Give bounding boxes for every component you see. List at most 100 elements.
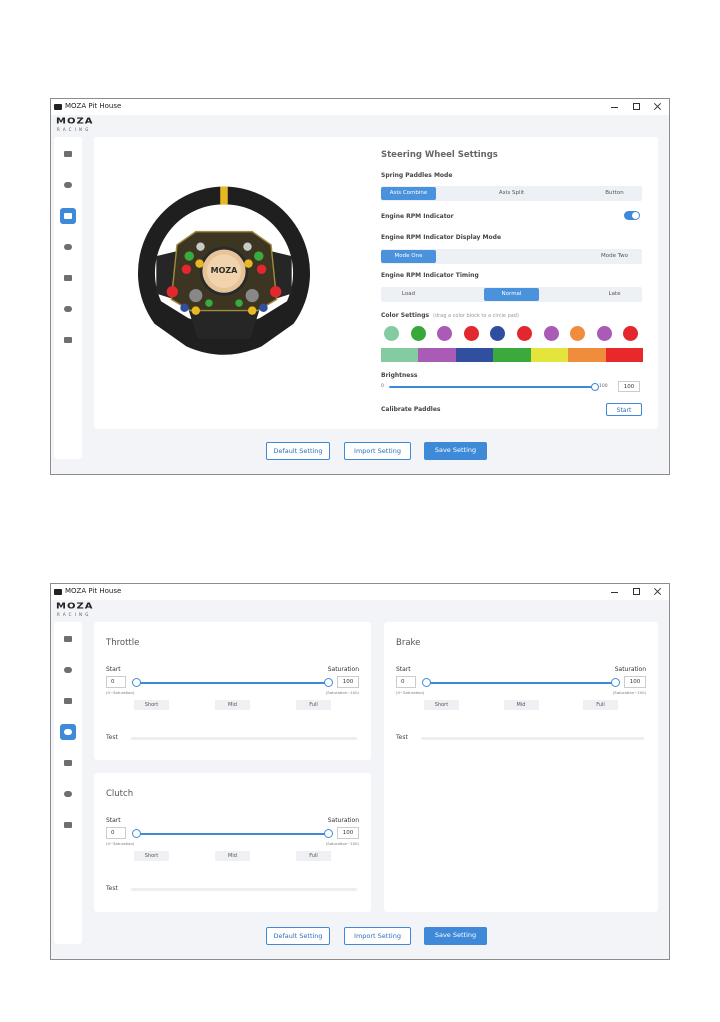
segment-option[interactable]: Mode Two — [600, 252, 629, 259]
slider-track[interactable] — [389, 386, 594, 388]
segment-option[interactable]: Late — [608, 290, 621, 297]
color-pad[interactable] — [410, 326, 426, 341]
setting-label: Brightness — [381, 372, 418, 379]
color-pad[interactable] — [517, 326, 532, 341]
test-label: Test — [106, 734, 118, 741]
color-block[interactable] — [455, 348, 494, 362]
nav-glyph — [64, 337, 72, 343]
nav-icon[interactable] — [60, 693, 76, 709]
color-pad[interactable] — [570, 326, 586, 341]
color-block[interactable] — [530, 348, 569, 362]
slider-knob[interactable] — [324, 829, 333, 838]
preset-button[interactable]: Mid — [215, 700, 250, 710]
segment-option[interactable]: Button — [605, 189, 624, 196]
color-block[interactable] — [381, 348, 419, 362]
segment-option[interactable]: Axis Combine — [381, 187, 436, 200]
footer-button[interactable]: Import Setting — [344, 927, 411, 945]
slider-knob[interactable] — [324, 678, 333, 687]
footer-button[interactable]: Default Setting — [266, 442, 330, 460]
nav-icon[interactable] — [60, 146, 76, 162]
wheel-button — [180, 303, 189, 313]
start-input[interactable]: 0 — [106, 827, 126, 839]
segment-option[interactable]: Load — [401, 290, 416, 297]
app-window: MOZA Pit House MOZA RACING Default Setting I… — [50, 583, 670, 960]
slider-knob[interactable] — [611, 678, 620, 687]
preset-button[interactable]: Mid — [215, 851, 250, 861]
minimize-button[interactable] — [611, 107, 618, 108]
slider-value[interactable]: 100 — [618, 381, 640, 392]
start-input[interactable]: 0 — [396, 676, 416, 688]
wheel-graphic — [137, 186, 311, 355]
start-label: Start — [106, 666, 121, 673]
slider-track[interactable] — [136, 682, 329, 684]
nav-icon[interactable] — [60, 239, 76, 255]
segment-option[interactable]: Normal — [484, 288, 539, 301]
color-pad[interactable] — [596, 326, 612, 341]
saturation-input[interactable]: 100 — [624, 676, 646, 688]
nav-icon[interactable] — [60, 817, 76, 833]
saturation-input[interactable]: 100 — [337, 676, 359, 688]
maximize-button[interactable] — [633, 103, 640, 110]
color-block[interactable] — [493, 348, 532, 362]
nav-icon[interactable] — [60, 786, 76, 802]
color-pad[interactable] — [543, 326, 559, 341]
nav-icon[interactable] — [60, 270, 76, 286]
nav-icon[interactable] — [60, 631, 76, 647]
nav-icon[interactable] — [60, 177, 76, 193]
toggle-switch[interactable] — [624, 211, 640, 220]
top-marker — [220, 186, 228, 205]
slider-min: 0 — [381, 384, 384, 389]
segment-option[interactable]: Mode One — [381, 250, 436, 263]
preset-button[interactable]: Short — [134, 700, 169, 710]
footer-button[interactable]: Default Setting — [266, 927, 330, 945]
preset-button[interactable]: Short — [134, 851, 169, 861]
nav-icon[interactable] — [60, 332, 76, 348]
nav-icon[interactable] — [60, 208, 76, 224]
slider-track[interactable] — [426, 682, 616, 684]
saturation-label: Saturation — [327, 666, 359, 673]
wheel-button — [191, 306, 201, 315]
nav-glyph — [64, 791, 72, 797]
color-pad[interactable] — [490, 326, 506, 341]
preset-button[interactable]: Mid — [503, 700, 539, 710]
setting-label: Calibrate Paddles — [381, 406, 441, 413]
test-label: Test — [396, 734, 408, 741]
slider-track[interactable] — [136, 833, 329, 835]
footer-button[interactable]: Save Setting — [424, 927, 487, 945]
color-block[interactable] — [605, 348, 644, 362]
footer-button[interactable]: Import Setting — [344, 442, 411, 460]
nav-icon[interactable] — [60, 724, 76, 740]
saturation-input[interactable]: 100 — [337, 827, 359, 839]
nav-icon[interactable] — [60, 662, 76, 678]
color-block[interactable] — [568, 348, 607, 362]
slider-knob[interactable] — [591, 383, 599, 391]
preset-button[interactable]: Full — [296, 700, 331, 710]
preset-button[interactable]: Full — [583, 700, 618, 710]
preset-button[interactable]: Short — [424, 700, 459, 710]
segment-option[interactable]: Axis Split — [498, 189, 525, 196]
maximize-button[interactable] — [633, 588, 640, 595]
nav-icon[interactable] — [60, 755, 76, 771]
nav-glyph — [64, 213, 72, 219]
slider-knob[interactable] — [132, 829, 141, 838]
footer-button[interactable]: Save Setting — [424, 442, 487, 460]
setting-label: Engine RPM Indicator Timing — [381, 272, 479, 279]
test-bar — [421, 737, 644, 740]
color-pad[interactable] — [437, 326, 453, 341]
close-button[interactable] — [653, 587, 662, 596]
start-input[interactable]: 0 — [106, 676, 126, 688]
segmented-control: Axis Combine Axis Split Button — [381, 186, 642, 201]
color-block[interactable] — [418, 348, 457, 362]
start-button[interactable]: Start — [606, 403, 642, 416]
minimize-button[interactable] — [611, 592, 618, 593]
preset-button[interactable]: Full — [296, 851, 331, 861]
color-pad[interactable] — [384, 326, 399, 341]
color-pad[interactable] — [623, 326, 639, 341]
app-icon — [54, 104, 62, 110]
slider-knob[interactable] — [422, 678, 431, 687]
pedal-card: Throttle Start Saturation 0 100 (0~Saturation… — [94, 622, 371, 760]
slider-knob[interactable] — [132, 678, 141, 687]
close-button[interactable] — [653, 102, 662, 111]
nav-icon[interactable] — [60, 301, 76, 317]
color-pad[interactable] — [463, 326, 479, 341]
